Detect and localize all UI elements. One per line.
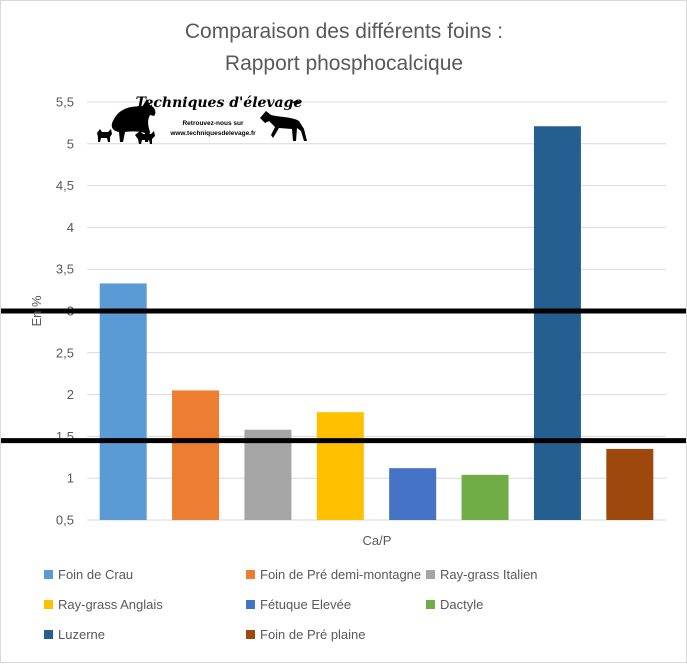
legend-label: Luzerne bbox=[58, 627, 105, 642]
legend-label: Foin de Crau bbox=[58, 567, 133, 582]
bar-2 bbox=[172, 390, 220, 520]
y-tick-label: 4,5 bbox=[56, 178, 74, 193]
chart-title-line-1: Comparaison des différents foins : bbox=[185, 20, 503, 43]
legend-swatch bbox=[246, 570, 255, 579]
dog-silhouette-icon-2 bbox=[135, 131, 155, 144]
legend-swatch bbox=[44, 630, 53, 639]
legend: Foin de Crau Foin de Pré demi-montagne Ray… bbox=[44, 567, 538, 642]
bar-8 bbox=[606, 448, 654, 520]
bar-3 bbox=[244, 429, 292, 520]
legend-label: Ray-grass Anglais bbox=[58, 597, 163, 612]
y-tick-label: 0,5 bbox=[56, 513, 74, 528]
y-tick-label: 3,5 bbox=[56, 262, 74, 277]
y-tick-label: 5 bbox=[67, 136, 74, 151]
y-tick-label: 1 bbox=[67, 471, 74, 486]
y-axis-title: En % bbox=[29, 295, 44, 327]
horse-right-silhouette-icon bbox=[260, 111, 307, 141]
legend-label: Ray-grass Italien bbox=[440, 567, 538, 582]
bar-6 bbox=[461, 474, 509, 520]
y-axis-ticks: 0,511,522,533,544,555,5 bbox=[56, 95, 74, 528]
bars bbox=[99, 126, 654, 520]
y-tick-label: 2 bbox=[67, 387, 74, 402]
logo-line-1: Retrouvez-nous sur bbox=[182, 120, 244, 127]
bar-1 bbox=[99, 283, 147, 520]
legend-swatch bbox=[246, 600, 255, 609]
legend-swatch bbox=[246, 630, 255, 639]
y-tick-label: 2,5 bbox=[56, 345, 74, 360]
legend-swatch bbox=[426, 600, 435, 609]
reference-lines bbox=[1, 308, 686, 444]
horse-silhouette-icon bbox=[111, 99, 156, 142]
bar-4 bbox=[316, 412, 364, 520]
y-tick-label: 4 bbox=[67, 220, 74, 235]
legend-swatch bbox=[44, 570, 53, 579]
chart-title-line-2: Rapport phosphocalcique bbox=[225, 52, 463, 75]
legend-label: Foin de Pré demi-montagne bbox=[260, 567, 421, 582]
techniques-delevage-logo: Techniques d'élevage Retrouvez-nous sur … bbox=[97, 95, 307, 144]
legend-label: Foin de Pré plaine bbox=[260, 627, 366, 642]
bar-7 bbox=[533, 126, 581, 520]
legend-swatch bbox=[426, 570, 435, 579]
legend-label: Dactyle bbox=[440, 597, 483, 612]
dog-silhouette-icon bbox=[97, 129, 112, 142]
legend-label: Fétuque Elevée bbox=[260, 597, 351, 612]
bird-icon bbox=[292, 100, 300, 105]
y-tick-label: 5,5 bbox=[56, 95, 74, 110]
x-axis-title: Ca/P bbox=[363, 533, 392, 548]
logo-line-2: www.techniquesdelevage.fr bbox=[169, 130, 256, 137]
logo-name: Techniques d'élevage bbox=[136, 95, 303, 111]
bar-5 bbox=[389, 468, 437, 520]
legend-swatch bbox=[44, 600, 53, 609]
